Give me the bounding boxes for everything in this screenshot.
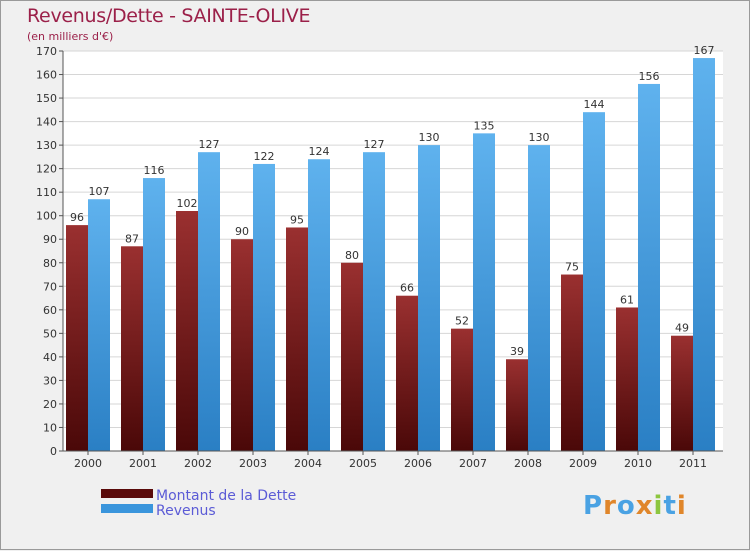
- bar-revenue-2002: [198, 152, 220, 452]
- x-tick-label-2009: 2009: [569, 457, 597, 470]
- data-label-revenue-2004: 124: [309, 145, 330, 158]
- y-tick-label: 130: [36, 139, 57, 152]
- bar-revenue-2005: [363, 152, 385, 452]
- chart-title: Revenus/Dette - SAINTE-OLIVE: [27, 5, 311, 27]
- x-tick-label-2003: 2003: [239, 457, 267, 470]
- y-tick-label: 20: [43, 398, 57, 411]
- data-label-debt-2010: 61: [620, 293, 634, 306]
- bar-debt-2000: [66, 225, 88, 451]
- x-tick-label-2004: 2004: [294, 457, 322, 470]
- y-tick-label: 150: [36, 92, 57, 105]
- bar-debt-2011: [671, 335, 693, 451]
- x-tick-label-2001: 2001: [129, 457, 157, 470]
- bar-revenue-2001: [143, 178, 165, 451]
- data-label-debt-2011: 49: [675, 322, 689, 335]
- y-tick-label: 90: [43, 233, 57, 246]
- data-label-revenue-2005: 127: [364, 138, 385, 151]
- x-tick-label-2002: 2002: [184, 457, 212, 470]
- bar-debt-2006: [396, 295, 418, 451]
- bar-revenue-2011: [693, 58, 715, 451]
- data-label-debt-2001: 87: [125, 232, 139, 245]
- bar-debt-2008: [506, 359, 528, 451]
- y-tick-label: 140: [36, 116, 57, 129]
- y-tick-label: 80: [43, 257, 57, 270]
- bar-debt-2001: [121, 246, 143, 451]
- x-tick-label-2008: 2008: [514, 457, 542, 470]
- bar-debt-2009: [561, 274, 583, 451]
- data-label-debt-2002: 102: [177, 197, 198, 210]
- data-label-revenue-2002: 127: [199, 138, 220, 151]
- bar-debt-2007: [451, 328, 473, 451]
- data-label-revenue-2011: 167: [694, 44, 715, 57]
- data-label-revenue-2003: 122: [254, 150, 275, 163]
- data-label-revenue-2008: 130: [529, 131, 550, 144]
- chart-subtitle: (en milliers d'€): [27, 30, 114, 43]
- x-tick-label-2007: 2007: [459, 457, 487, 470]
- data-label-revenue-2000: 107: [89, 185, 110, 198]
- bar-revenue-2006: [418, 145, 440, 451]
- bar-debt-2002: [176, 211, 198, 451]
- data-label-revenue-2007: 135: [474, 119, 495, 132]
- data-label-debt-2004: 95: [290, 213, 304, 226]
- x-tick-label-2000: 2000: [74, 457, 102, 470]
- x-axis: 2000 2001 2002 2003 2004 2005 2006 2007 2008 2009…: [63, 450, 723, 470]
- y-tick-label: 30: [43, 374, 57, 387]
- x-tick-label-2010: 2010: [624, 457, 652, 470]
- y-tick-label: 100: [36, 210, 57, 223]
- legend: Montant de la Dette Revenus: [101, 488, 296, 519]
- y-tick-label: 110: [36, 186, 57, 199]
- data-label-revenue-2001: 116: [144, 164, 165, 177]
- data-label-debt-2005: 80: [345, 249, 359, 262]
- data-label-revenue-2010: 156: [639, 70, 660, 83]
- data-label-debt-2003: 90: [235, 225, 249, 238]
- y-tick-label: 0: [50, 445, 57, 458]
- bar-debt-2003: [231, 239, 253, 451]
- data-label-debt-2008: 39: [510, 345, 524, 358]
- y-tick-label: 60: [43, 304, 57, 317]
- data-label-debt-2009: 75: [565, 261, 579, 274]
- y-tick-label: 10: [43, 421, 57, 434]
- bar-revenue-2003: [253, 163, 275, 452]
- bar-debt-2005: [341, 262, 363, 451]
- bar-revenue-2009: [583, 112, 605, 452]
- legend-label-revenue: Revenus: [156, 503, 216, 519]
- legend-swatch-revenue: [101, 504, 153, 513]
- y-tick-label: 160: [36, 69, 57, 82]
- proxiti-logo: Proxiti: [583, 491, 687, 521]
- x-tick-label-2005: 2005: [349, 457, 377, 470]
- bar-debt-2004: [286, 227, 308, 451]
- data-label-revenue-2006: 130: [419, 131, 440, 144]
- data-label-debt-2007: 52: [455, 315, 469, 328]
- y-tick-label: 170: [36, 45, 57, 58]
- bar-revenue-2004: [308, 159, 330, 451]
- bar-revenue-2010: [638, 83, 660, 452]
- plot-area: [63, 51, 723, 451]
- bar-revenue-2008: [528, 145, 550, 451]
- y-tick-label: 70: [43, 280, 57, 293]
- data-label-debt-2000: 96: [70, 211, 84, 224]
- bar-revenue-2007: [473, 133, 495, 451]
- legend-swatch-debt: [101, 489, 153, 498]
- y-tick-label: 40: [43, 351, 57, 364]
- bar-revenue-2000: [88, 199, 110, 451]
- y-axis: 0 10 20 30 40 50 60 70 80 90 100 110 120 130 140 150 160…: [36, 45, 64, 458]
- data-label-revenue-2009: 144: [584, 98, 605, 111]
- data-label-debt-2006: 66: [400, 282, 414, 295]
- bar-debt-2010: [616, 307, 638, 451]
- x-tick-label-2006: 2006: [404, 457, 432, 470]
- legend-label-debt: Montant de la Dette: [156, 488, 296, 504]
- x-tick-label-2011: 2011: [679, 457, 707, 470]
- y-tick-label: 50: [43, 327, 57, 340]
- bars: 96 107 87 116 102 127 90 122 95 124 80 127 66 130 52 13…: [66, 44, 715, 452]
- grid-lines: [63, 50, 723, 452]
- y-tick-label: 120: [36, 163, 57, 176]
